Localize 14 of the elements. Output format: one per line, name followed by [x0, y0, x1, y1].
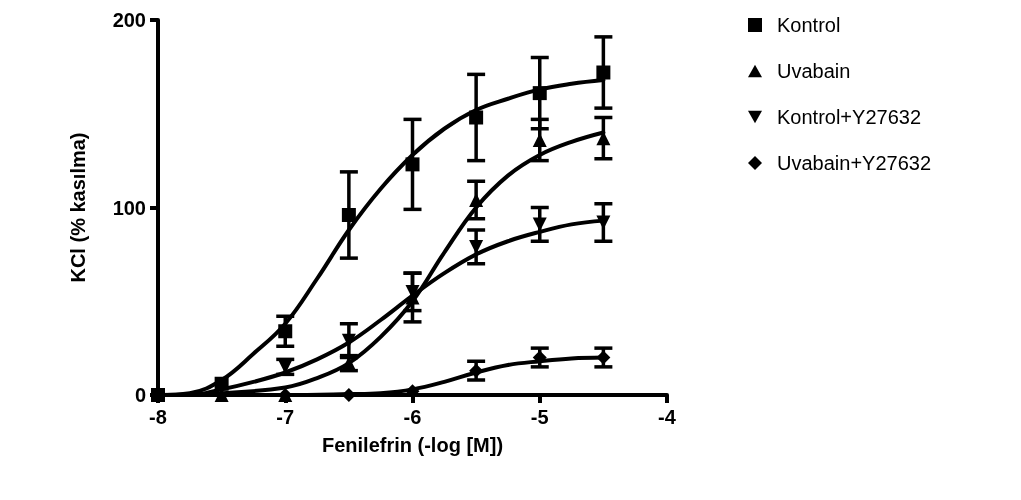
- x-tick-label: -5: [530, 406, 549, 428]
- legend-label: Uvabain: [777, 60, 851, 82]
- x-tick-label: -4: [658, 406, 677, 428]
- legend-label: Kontrol+Y27632: [777, 106, 922, 128]
- y-tick-label: 0: [134, 384, 146, 406]
- x-tick-label: -8: [149, 406, 167, 428]
- x-axis-title: Fenilefrin (-log [M]): [321, 434, 504, 456]
- x-tick-label: -7: [276, 406, 295, 428]
- y-axis-title: KCl (% kasılma): [67, 132, 89, 283]
- legend-label: Uvabain+Y27632: [777, 152, 932, 174]
- y-tick-label: 200: [112, 9, 146, 31]
- y-tick-label: 100: [112, 196, 146, 219]
- x-tick-label: -6: [403, 406, 422, 428]
- legend-label: Kontrol: [777, 14, 841, 36]
